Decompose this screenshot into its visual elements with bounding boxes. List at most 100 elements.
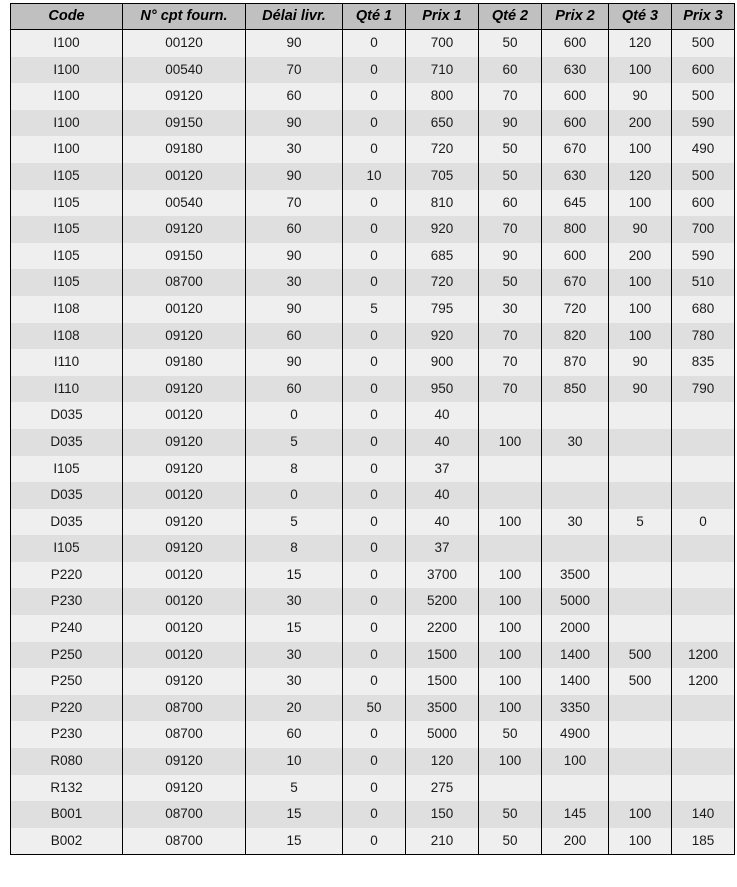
cell-qte1[interactable]: 0 (342, 83, 406, 110)
cell-qte2[interactable]: 70 (478, 83, 542, 110)
cell-prix2[interactable]: 5000 (541, 588, 609, 616)
cell-qte3[interactable]: 100 (608, 56, 672, 84)
cell-qte2[interactable]: 100 (478, 694, 542, 722)
cell-code[interactable]: I100 (10, 109, 123, 137)
cell-cpt[interactable]: 00120 (122, 482, 246, 509)
cell-code[interactable]: D035 (10, 508, 123, 536)
cell-prix1[interactable]: 40 (405, 482, 479, 509)
cell-cpt[interactable]: 09180 (122, 136, 246, 163)
table-row[interactable]: D035 09120 5 0 40 100 30 5 0 (10, 508, 735, 536)
table-row[interactable]: I110 09180 90 0 900 70 870 90 835 (10, 349, 735, 376)
table-row[interactable]: I105 08700 30 0 720 50 670 100 510 (10, 269, 735, 296)
cell-prix3[interactable] (671, 694, 735, 722)
cell-qte2[interactable] (478, 774, 542, 802)
cell-cpt[interactable]: 00120 (122, 402, 246, 429)
cell-prix3[interactable] (671, 561, 735, 589)
cell-prix2[interactable]: 600 (541, 29, 609, 57)
cell-delai[interactable]: 0 (245, 482, 343, 509)
cell-qte3[interactable]: 100 (608, 801, 672, 828)
cell-qte3[interactable] (608, 615, 672, 642)
table-row[interactable]: I100 09120 60 0 800 70 600 90 500 (10, 83, 735, 110)
table-row[interactable]: R080 09120 10 0 120 100 100 (10, 748, 735, 775)
cell-code[interactable]: D035 (10, 482, 123, 509)
cell-prix2[interactable]: 670 (541, 269, 609, 296)
cell-qte3[interactable]: 100 (608, 827, 672, 855)
cell-qte3[interactable]: 100 (608, 189, 672, 217)
cell-delai[interactable]: 5 (245, 428, 343, 456)
cell-qte2[interactable]: 100 (478, 615, 542, 642)
cell-prix3[interactable]: 0 (671, 508, 735, 536)
table-row[interactable]: P240 00120 15 0 2200 100 2000 (10, 615, 735, 642)
cell-qte2[interactable] (478, 402, 542, 429)
cell-qte3[interactable] (608, 402, 672, 429)
cell-prix1[interactable]: 795 (405, 295, 479, 323)
cell-qte2[interactable]: 100 (478, 508, 542, 536)
cell-code[interactable]: I105 (10, 269, 123, 296)
cell-qte3[interactable] (608, 535, 672, 562)
cell-delai[interactable]: 60 (245, 216, 343, 243)
cell-qte3[interactable]: 100 (608, 269, 672, 296)
cell-cpt[interactable]: 00120 (122, 162, 246, 190)
cell-prix1[interactable]: 1500 (405, 668, 479, 695)
table-row[interactable]: I108 09120 60 0 920 70 820 100 780 (10, 322, 735, 350)
cell-delai[interactable]: 60 (245, 322, 343, 350)
cell-qte2[interactable]: 70 (478, 375, 542, 403)
cell-cpt[interactable]: 09120 (122, 668, 246, 695)
cell-qte2[interactable]: 70 (478, 216, 542, 243)
cell-delai[interactable]: 8 (245, 535, 343, 562)
cell-prix1[interactable]: 40 (405, 428, 479, 456)
cell-qte3[interactable]: 500 (608, 668, 672, 695)
cell-cpt[interactable]: 09120 (122, 455, 246, 483)
cell-qte2[interactable]: 100 (478, 561, 542, 589)
cell-qte1[interactable]: 0 (342, 668, 406, 695)
cell-qte1[interactable]: 0 (342, 242, 406, 270)
cell-prix2[interactable] (541, 455, 609, 483)
cell-delai[interactable]: 60 (245, 83, 343, 110)
cell-prix1[interactable]: 710 (405, 56, 479, 84)
table-row[interactable]: I105 09150 90 0 685 90 600 200 590 (10, 242, 735, 270)
cell-prix2[interactable]: 145 (541, 801, 609, 828)
cell-qte2[interactable]: 100 (478, 668, 542, 695)
table-row[interactable]: I105 09120 8 0 37 (10, 535, 735, 562)
cell-delai[interactable]: 70 (245, 56, 343, 84)
cell-prix1[interactable]: 3500 (405, 694, 479, 722)
cell-prix3[interactable]: 1200 (671, 668, 735, 695)
cell-qte1[interactable]: 0 (342, 774, 406, 802)
cell-code[interactable]: I105 (10, 162, 123, 190)
cell-delai[interactable]: 30 (245, 588, 343, 616)
cell-delai[interactable]: 5 (245, 774, 343, 802)
cell-prix2[interactable]: 600 (541, 242, 609, 270)
cell-qte3[interactable]: 100 (608, 322, 672, 350)
cell-qte3[interactable] (608, 694, 672, 722)
cell-qte3[interactable]: 100 (608, 295, 672, 323)
cell-prix3[interactable] (671, 428, 735, 456)
cell-prix2[interactable] (541, 402, 609, 429)
cell-cpt[interactable]: 08700 (122, 721, 246, 749)
cell-code[interactable]: I105 (10, 189, 123, 217)
cell-qte2[interactable]: 100 (478, 748, 542, 775)
cell-code[interactable]: P220 (10, 694, 123, 722)
table-row[interactable]: P220 00120 15 0 3700 100 3500 (10, 561, 735, 589)
cell-delai[interactable]: 70 (245, 189, 343, 217)
cell-qte1[interactable]: 0 (342, 827, 406, 855)
table-row[interactable]: P250 09120 30 0 1500 100 1400 500 1200 (10, 668, 735, 695)
cell-delai[interactable]: 90 (245, 29, 343, 57)
cell-cpt[interactable]: 09150 (122, 242, 246, 270)
cell-qte2[interactable]: 100 (478, 641, 542, 669)
cell-code[interactable]: I108 (10, 295, 123, 323)
cell-prix2[interactable]: 670 (541, 136, 609, 163)
cell-prix2[interactable]: 4900 (541, 721, 609, 749)
table-row[interactable]: P250 00120 30 0 1500 100 1400 500 1200 (10, 641, 735, 669)
cell-cpt[interactable]: 00120 (122, 641, 246, 669)
cell-qte2[interactable]: 70 (478, 349, 542, 376)
cell-prix3[interactable] (671, 402, 735, 429)
cell-delai[interactable]: 90 (245, 295, 343, 323)
cell-delai[interactable]: 15 (245, 801, 343, 828)
cell-cpt[interactable]: 08700 (122, 269, 246, 296)
cell-qte2[interactable]: 50 (478, 827, 542, 855)
cell-prix1[interactable]: 40 (405, 508, 479, 536)
cell-qte3[interactable] (608, 455, 672, 483)
cell-prix3[interactable]: 500 (671, 162, 735, 190)
cell-prix1[interactable]: 150 (405, 801, 479, 828)
cell-prix3[interactable]: 600 (671, 56, 735, 84)
